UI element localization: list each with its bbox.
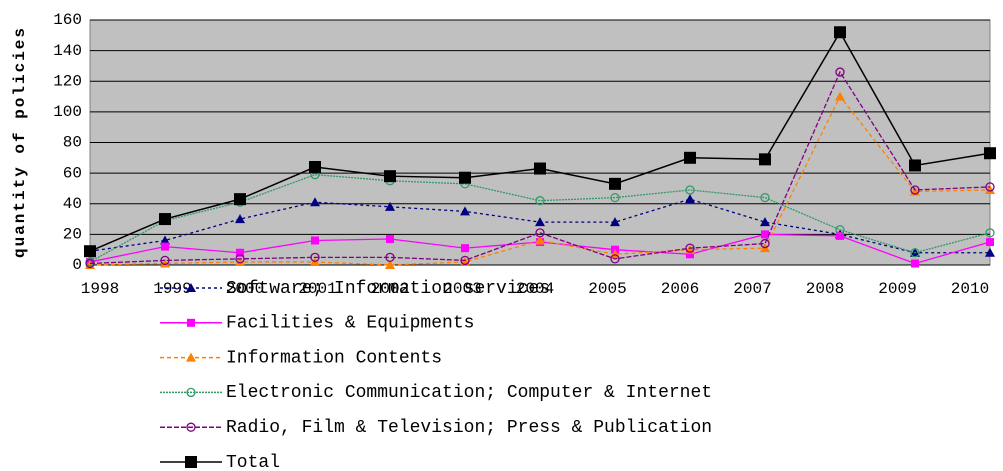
point <box>160 235 170 245</box>
legend-marker <box>185 456 197 468</box>
point <box>535 228 545 238</box>
point <box>160 258 170 268</box>
x-tick-label: 1998 <box>81 280 119 298</box>
point <box>311 236 319 245</box>
point <box>385 260 395 269</box>
y-tick-label: 40 <box>63 195 82 213</box>
point <box>609 177 621 190</box>
y-tick-label: 140 <box>53 42 82 60</box>
y-tick-label: 120 <box>53 72 82 90</box>
point <box>835 91 845 101</box>
point <box>159 213 171 226</box>
point <box>835 67 845 77</box>
point <box>384 170 396 183</box>
point <box>610 217 620 227</box>
point <box>910 185 920 195</box>
x-tick-label: 2004 <box>516 280 554 298</box>
point <box>84 245 96 258</box>
x-tick-label: 2001 <box>298 280 336 298</box>
y-tick-label: 160 <box>53 11 82 29</box>
point <box>234 193 246 206</box>
point <box>911 259 919 268</box>
series-line <box>89 70 991 265</box>
x-tick-label: 2000 <box>226 280 264 298</box>
legend-marker <box>186 387 196 398</box>
point <box>460 206 470 216</box>
point <box>309 161 321 173</box>
legend-label: Total <box>226 453 280 471</box>
point <box>834 26 846 39</box>
x-tick-label: 2005 <box>588 280 626 298</box>
point <box>160 255 170 266</box>
legend-label: Radio, Film & Television; Press & Public… <box>226 418 712 438</box>
point <box>236 248 244 257</box>
point <box>910 248 920 258</box>
point <box>460 255 470 266</box>
legend-label: Facilities & Equipments <box>226 314 474 334</box>
point <box>535 196 545 206</box>
point <box>835 225 845 235</box>
point <box>985 247 995 257</box>
legend-label: Information Contents <box>226 348 442 368</box>
point <box>686 250 694 259</box>
point <box>685 185 695 195</box>
point <box>386 234 394 243</box>
point <box>461 244 469 253</box>
legend-marker <box>187 318 195 327</box>
legend-label: Electronic Communication; Computer & Int… <box>226 383 712 403</box>
point <box>985 182 995 192</box>
y-tick-label: 80 <box>63 134 82 152</box>
legend-label: Software; Information services <box>226 279 550 299</box>
x-tick-label: 2003 <box>443 280 481 298</box>
point <box>984 147 996 160</box>
point <box>761 230 769 239</box>
point <box>985 228 995 238</box>
x-tick-label: 2002 <box>371 280 409 298</box>
y-tick-label: 60 <box>63 164 82 182</box>
y-tick-label: 20 <box>63 226 82 244</box>
point <box>459 171 471 184</box>
point <box>535 217 545 227</box>
point <box>385 201 395 211</box>
legend-marker <box>186 422 196 432</box>
x-tick-label: 2006 <box>661 280 699 298</box>
point <box>235 256 245 266</box>
point <box>85 258 95 269</box>
point <box>610 254 620 264</box>
x-tick-label: 2009 <box>878 280 916 298</box>
point <box>610 192 620 203</box>
legend-marker <box>186 283 196 292</box>
y-tick-label: 0 <box>72 256 82 274</box>
y-axis-label: quantity of policies <box>11 26 29 258</box>
point <box>385 252 395 262</box>
point <box>235 254 245 264</box>
x-tick-label: 2010 <box>951 280 989 298</box>
x-tick-label: 2008 <box>806 280 844 298</box>
point <box>534 162 546 175</box>
point <box>909 159 921 172</box>
y-tick-label: 100 <box>53 103 82 121</box>
point <box>310 252 320 262</box>
point <box>760 192 770 203</box>
x-tick-label: 2007 <box>733 280 771 298</box>
point <box>986 238 994 247</box>
point <box>235 214 245 224</box>
point <box>685 194 695 204</box>
point <box>759 153 771 166</box>
legend-marker <box>186 352 196 362</box>
point <box>310 197 320 207</box>
point <box>161 242 169 251</box>
point <box>760 238 770 249</box>
point <box>760 217 770 227</box>
x-tick-label: 1999 <box>153 280 191 298</box>
point <box>685 243 695 253</box>
point <box>684 151 696 164</box>
point <box>985 184 995 194</box>
point <box>836 231 844 240</box>
point <box>535 235 545 245</box>
